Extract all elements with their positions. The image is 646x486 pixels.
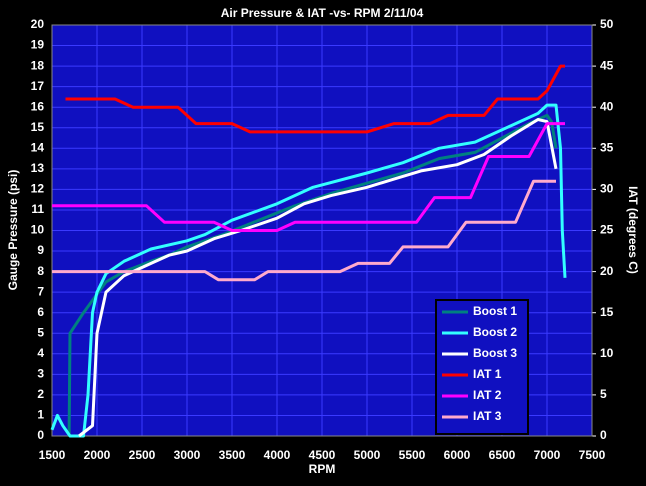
x-tick-label: 2000 [84,448,111,462]
y-tick-label: 7 [37,284,44,298]
series-line [78,118,558,438]
x-tick-label: 2500 [129,448,156,462]
x-tick-label: 3000 [174,448,201,462]
y-tick-label: 0 [37,428,44,442]
y-tick-label: 4 [37,346,44,360]
x-tick-label: 1500 [39,448,66,462]
legend-label: IAT 3 [473,409,502,423]
x-tick-label: 6500 [489,448,516,462]
y2-tick-label: 25 [600,223,614,237]
y-tick-label: 3 [37,367,44,381]
x-tick-label: 5500 [399,448,426,462]
y-tick-label: 14 [31,140,45,154]
y-tick-label: 11 [31,202,44,216]
y2-tick-label: 50 [600,17,614,31]
legend-label: Boost 3 [473,346,517,360]
y-tick-label: 16 [31,99,45,113]
y-tick-label: 18 [31,58,45,72]
series-line [52,122,565,232]
series-line [67,113,558,437]
y2-tick-label: 40 [600,99,614,113]
y-axis-label: Gauge Pressure (psi) [6,170,20,291]
legend: Boost 1 Boost 2 Boost 3 IAT 1 IAT 2 IAT 3 [435,299,529,435]
y-tick-label: 20 [31,17,45,31]
legend-label: Boost 1 [473,304,517,318]
x-tick-label: 6000 [444,448,471,462]
plot-border [51,24,593,437]
y-tick-label: 5 [37,325,44,339]
legend-label: IAT 1 [473,367,502,381]
y-tick-label: 15 [31,120,45,134]
x-tick-label: 5000 [354,448,381,462]
legend-box [435,299,529,435]
x-tick-label: 4500 [309,448,336,462]
x-tick-label: 7000 [534,448,561,462]
chart-title: Air Pressure & IAT -vs- RPM 2/11/04 [221,6,424,20]
series-line [50,103,567,438]
y2-tick-label: 5 [600,387,607,401]
y2-tick-label: 45 [600,58,614,72]
series-line [52,179,556,282]
x-tick-label: 4000 [264,448,291,462]
legend-label: Boost 2 [473,325,517,339]
y2-tick-label: 35 [600,140,614,154]
y-tick-label: 17 [31,79,45,93]
y-tick-label: 8 [37,264,44,278]
y-tick-label: 6 [37,305,44,319]
y-tick-label: 1 [37,408,44,422]
y-tick-label: 13 [31,161,45,175]
y2-tick-label: 10 [600,346,614,360]
y2-tick-label: 30 [600,182,614,196]
y-tick-label: 9 [37,243,44,257]
y-tick-label: 19 [31,38,45,52]
y2-tick-label: 15 [600,305,614,319]
y-tick-label: 10 [31,223,45,237]
y-tick-label: 2 [37,387,44,401]
legend-label: IAT 2 [473,388,502,402]
x-tick-label: 3500 [219,448,246,462]
y2-tick-label: 20 [600,264,614,278]
series-line [65,64,565,134]
y2-tick-label: 0 [600,428,607,442]
x-axis-label: RPM [309,462,336,476]
y2-axis-label: IAT (degrees C) [626,186,640,274]
y-tick-label: 12 [31,182,45,196]
x-tick-label: 7500 [579,448,606,462]
